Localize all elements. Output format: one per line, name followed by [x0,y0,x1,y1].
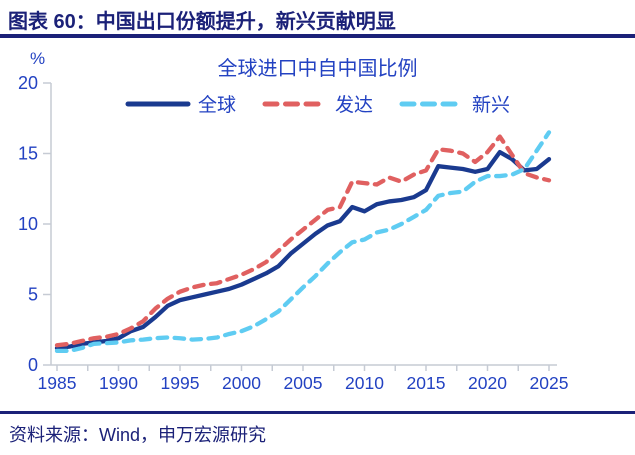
page-title: 图表 60：中国出口份额提升，新兴贡献明显 [8,11,396,33]
line-chart: 0 5 10 15 20 1985 1990 1995 2000 2005 2010 2015 2020… [18,73,569,393]
svg-text:5: 5 [28,285,38,305]
svg-text:0: 0 [28,355,38,375]
source-note: 资料来源：Wind，申万宏源研究 [9,425,267,445]
legend-item-emerging: 新兴 [399,90,510,117]
svg-text:2015: 2015 [407,373,446,393]
svg-text:15: 15 [18,144,38,164]
emerging-line-swatch-icon [399,101,465,106]
svg-text:2000: 2000 [222,373,261,393]
svg-text:2025: 2025 [530,373,569,393]
global-line-swatch-icon [125,101,191,106]
svg-text:2010: 2010 [345,373,384,393]
title-underline [0,34,635,38]
svg-text:1995: 1995 [161,373,200,393]
svg-text:2005: 2005 [284,373,323,393]
legend: 全球 发达 新兴 [0,90,635,117]
svg-text:10: 10 [18,214,38,234]
legend-label-developed: 发达 [334,95,373,116]
legend-label-global: 全球 [197,95,236,116]
developed-line-swatch-icon [262,101,328,106]
chart-title: 全球进口中自中国比例 [217,58,418,80]
legend-label-emerging: 新兴 [472,95,511,116]
svg-text:1990: 1990 [99,373,138,393]
svg-text:20: 20 [18,73,38,93]
svg-text:1985: 1985 [38,373,77,393]
legend-item-developed: 发达 [262,90,373,117]
legend-item-global: 全球 [125,90,236,117]
footer-rule [0,411,635,414]
svg-text:2020: 2020 [468,373,507,393]
y-axis-unit-label: % [30,49,46,68]
